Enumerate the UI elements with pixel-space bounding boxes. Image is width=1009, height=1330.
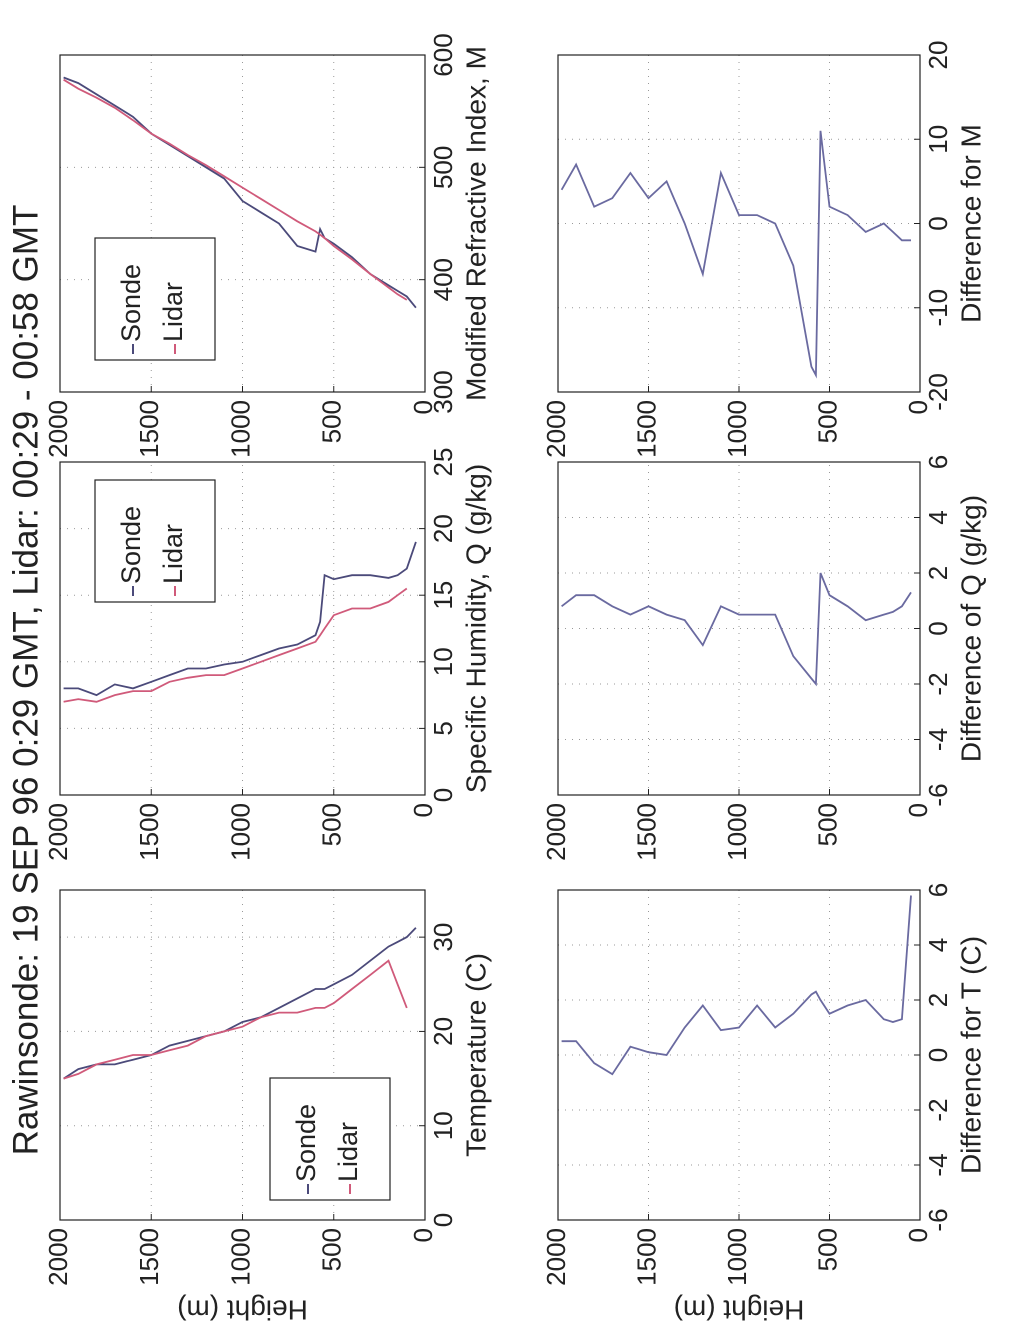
- data-line: [561, 572, 912, 687]
- y-tick-label: 1000: [225, 400, 255, 458]
- plot-frame: [59, 889, 426, 1221]
- x-tick-label: 10: [428, 647, 458, 676]
- y-tick-label: 1500: [134, 803, 164, 861]
- legend-box: [269, 1077, 391, 1201]
- x-tick-label: -4: [923, 1153, 953, 1176]
- y-tick-label: 1500: [631, 1228, 661, 1286]
- x-axis-label: Specific Humidity, Q (g/kg): [460, 464, 491, 793]
- legend-label: Lidar: [333, 1122, 363, 1182]
- y-tick-label: 1000: [722, 803, 752, 861]
- x-tick-label: 0: [428, 788, 458, 802]
- y-tick-label: 0: [408, 400, 438, 414]
- y-tick-label: 0: [408, 803, 438, 817]
- y-tick-label: 1000: [722, 1228, 752, 1286]
- x-tick-label: -6: [923, 783, 953, 806]
- plot-frame: [59, 461, 426, 796]
- x-tick-label: 20: [428, 1017, 458, 1046]
- legend-box: [94, 237, 216, 361]
- y-tick-label: 2000: [541, 803, 571, 861]
- data-line: [63, 587, 408, 703]
- y-tick-label: 0: [408, 1228, 438, 1242]
- legend-label: Lidar: [158, 282, 188, 342]
- x-tick-label: 500: [428, 146, 458, 189]
- y-tick-label: 2000: [541, 1228, 571, 1286]
- x-axis-label: Difference of Q (g/kg): [955, 495, 986, 762]
- y-tick-label: 0: [903, 400, 933, 414]
- x-axis-label: Difference for T (C): [955, 936, 986, 1174]
- y-tick-label: 500: [317, 1228, 347, 1271]
- y-tick-label: 2000: [43, 1228, 73, 1286]
- plot-frame: [557, 889, 921, 1221]
- x-tick-label: 20: [428, 514, 458, 543]
- plot-frame: [557, 54, 921, 393]
- x-tick-label: 15: [428, 581, 458, 610]
- y-axis-label: Height (m): [674, 1295, 805, 1326]
- x-tick-label: 400: [428, 258, 458, 301]
- x-tick-label: -4: [923, 728, 953, 751]
- y-tick-label: 1000: [225, 803, 255, 861]
- data-line: [560, 130, 911, 379]
- legend-box: [94, 479, 216, 603]
- legend-label: Lidar: [158, 524, 188, 584]
- y-tick-label: 500: [317, 803, 347, 846]
- y-axis-label: Height (m): [177, 1295, 308, 1326]
- data-line: [63, 541, 417, 697]
- y-tick-label: 1500: [134, 1228, 164, 1286]
- x-tick-label: 2: [923, 566, 953, 580]
- x-tick-label: 4: [923, 938, 953, 952]
- y-tick-label: 500: [812, 1228, 842, 1271]
- data-line: [63, 959, 408, 1080]
- x-tick-label: -10: [923, 289, 953, 327]
- y-tick-label: 2000: [43, 803, 73, 861]
- x-tick-label: -6: [923, 1208, 953, 1231]
- x-tick-label: 6: [923, 883, 953, 897]
- rotated-figure: Rawinsonde: 19 SEP 96 0:29 GMT, Lidar: 0…: [6, 33, 986, 1325]
- x-tick-label: 300: [428, 370, 458, 413]
- x-tick-label: 0: [428, 1213, 458, 1227]
- x-axis-label: Temperature (C): [460, 953, 491, 1157]
- x-tick-label: 25: [428, 448, 458, 477]
- x-tick-label: 0: [923, 1048, 953, 1062]
- x-tick-label: 10: [923, 125, 953, 154]
- y-tick-label: 2000: [541, 400, 571, 458]
- x-tick-label: 2: [923, 993, 953, 1007]
- y-tick-label: 0: [903, 1228, 933, 1242]
- x-tick-label: -20: [923, 373, 953, 411]
- y-tick-label: 1000: [722, 400, 752, 458]
- x-tick-label: 0: [923, 621, 953, 635]
- x-tick-label: -2: [923, 672, 953, 695]
- figure-title: Rawinsonde: 19 SEP 96 0:29 GMT, Lidar: 0…: [6, 205, 45, 1156]
- x-tick-label: 600: [428, 33, 458, 76]
- x-tick-label: 30: [428, 923, 458, 952]
- x-tick-label: 10: [428, 1111, 458, 1140]
- y-tick-label: 1000: [225, 1228, 255, 1286]
- data-line: [561, 895, 912, 1076]
- data-line: [63, 78, 408, 301]
- y-tick-label: 500: [317, 400, 347, 443]
- legend-label: Sonde: [116, 506, 146, 584]
- legend-label: Sonde: [116, 264, 146, 342]
- x-tick-label: 20: [923, 41, 953, 70]
- y-tick-label: 500: [812, 803, 842, 846]
- x-tick-label: 5: [428, 721, 458, 735]
- y-tick-label: 2000: [43, 400, 73, 458]
- y-tick-label: 0: [903, 803, 933, 817]
- x-tick-label: -2: [923, 1098, 953, 1121]
- legend-label: Sonde: [291, 1104, 321, 1182]
- y-tick-label: 500: [812, 400, 842, 443]
- x-tick-label: 4: [923, 510, 953, 524]
- y-tick-label: 1500: [631, 400, 661, 458]
- x-axis-label: Modified Refractive Index, M: [460, 46, 491, 401]
- y-tick-label: 1500: [631, 803, 661, 861]
- plot-frame: [59, 54, 426, 393]
- x-tick-label: 0: [923, 216, 953, 230]
- x-axis-label: Difference for M: [955, 124, 986, 323]
- data-line: [63, 927, 417, 1080]
- plot-frame: [557, 461, 921, 796]
- y-tick-label: 1500: [134, 400, 164, 458]
- x-tick-label: 6: [923, 455, 953, 469]
